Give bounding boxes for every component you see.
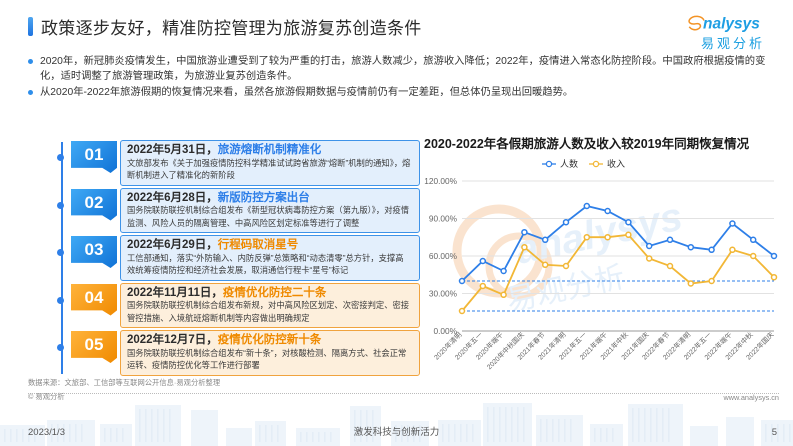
svg-text:人数: 人数 [560,158,578,169]
svg-text:nalysys: nalysys [703,16,760,33]
svg-text:120.00%: 120.00% [424,176,457,186]
svg-text:60.00%: 60.00% [429,251,458,261]
svg-text:30.00%: 30.00% [429,289,458,299]
svg-text:0.00%: 0.00% [433,326,457,336]
svg-text:收入: 收入 [607,158,625,169]
svg-text:analysys: analysys [512,195,686,273]
svg-text:2020年中秋国庆: 2020年中秋国庆 [485,330,526,371]
svg-text:90.00%: 90.00% [429,214,458,224]
